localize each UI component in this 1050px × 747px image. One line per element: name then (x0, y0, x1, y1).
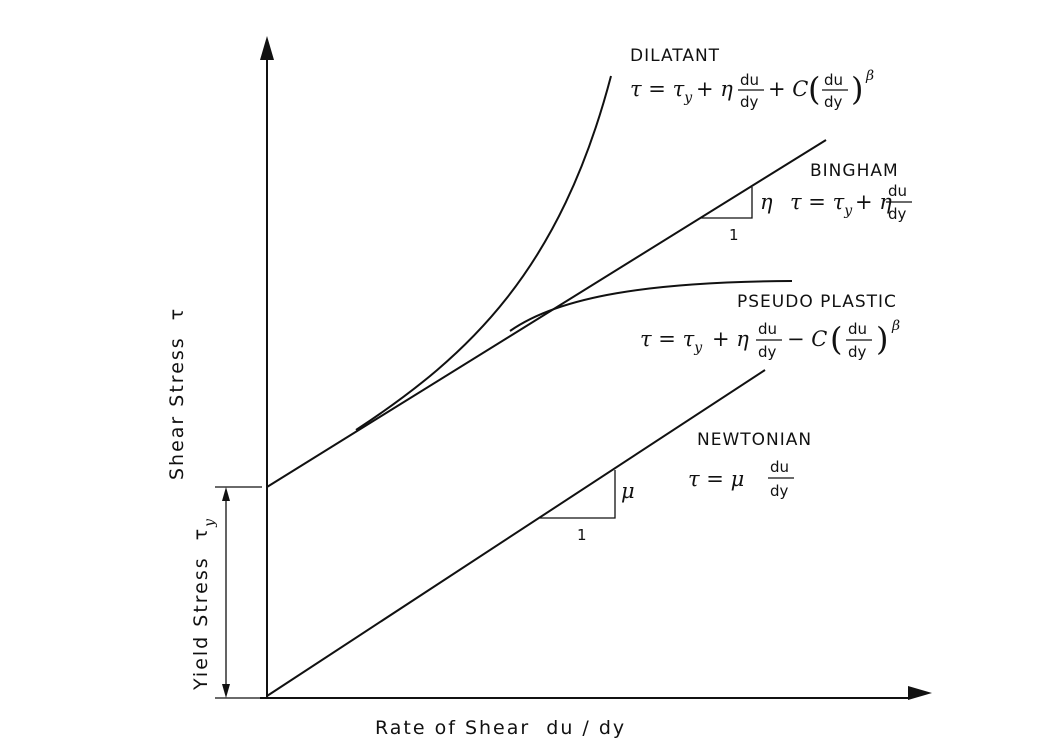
pseudo-plastic-frac2-num: du (848, 320, 867, 338)
pseudo-plastic-eq-a: τ = τy (640, 327, 703, 356)
y-axis-label: Shear Stress τ (166, 307, 188, 480)
pseudo-plastic-frac2-den: dy (848, 343, 867, 361)
bingham-slope-triangle: η 1 (700, 187, 773, 244)
bingham-name: BINGHAM (810, 161, 899, 181)
y-axis (260, 36, 274, 698)
pseudo-plastic-paren-open: ( (830, 320, 842, 358)
bingham-slope-eta: η (760, 190, 773, 214)
bingham-line (266, 139, 827, 488)
pseudo-plastic-eq-c: − C (787, 327, 827, 351)
bingham-eq-a: τ = τy (790, 190, 853, 219)
dilatant-eq-a: τ = τy (630, 77, 693, 106)
pseudo-plastic-frac1-den: dy (758, 343, 777, 361)
newtonian-slope-run: 1 (577, 526, 587, 544)
bingham-frac-num: du (888, 182, 907, 200)
newtonian-slope-mu: μ (621, 479, 635, 503)
dilatant-annotation: DILATANT τ = τy + η du dy + C ( du dy ) … (630, 46, 874, 111)
dilatant-frac2-num: du (824, 71, 843, 89)
pseudo-plastic-paren-close: ) (876, 320, 888, 358)
pseudo-plastic-exp: β (891, 318, 900, 334)
dilatant-curve (355, 75, 612, 431)
newtonian-line (266, 369, 766, 697)
bingham-slope-run: 1 (729, 226, 739, 244)
newtonian-name: NEWTONIAN (697, 430, 812, 450)
yield-stress-dimension (215, 486, 262, 699)
newtonian-annotation: NEWTONIAN τ = μ du dy (688, 430, 812, 500)
dilatant-name: DILATANT (630, 46, 720, 66)
dilatant-frac1-num: du (740, 71, 759, 89)
bingham-frac-den: dy (888, 205, 907, 223)
dilatant-eq-b: + η (696, 77, 733, 101)
newtonian-frac-num: du (770, 458, 789, 476)
dilatant-exp: β (865, 68, 874, 84)
newtonian-frac-den: dy (770, 482, 789, 500)
x-axis-label: Rate of Shear du / dy (375, 717, 626, 739)
pseudo-plastic-eq-b: + η (712, 327, 749, 351)
dilatant-eq-c: + C (768, 77, 808, 101)
x-axis (260, 686, 932, 700)
dilatant-frac2-den: dy (824, 93, 843, 111)
dilatant-paren-close: ) (851, 70, 863, 108)
newtonian-slope-triangle: μ 1 (540, 470, 635, 544)
bingham-annotation: BINGHAM τ = τy + η du dy (790, 161, 912, 223)
pseudo-plastic-annotation: PSEUDO PLASTIC τ = τy + η du dy − C ( du… (640, 292, 900, 361)
newtonian-eq-a: τ = μ (688, 467, 744, 491)
dilatant-frac1-den: dy (740, 93, 759, 111)
yield-stress-label: Yield Stress τy (190, 517, 218, 691)
pseudo-plastic-frac1-num: du (758, 320, 777, 338)
pseudo-plastic-name: PSEUDO PLASTIC (737, 292, 897, 312)
dilatant-paren-open: ( (808, 70, 820, 108)
yield-stress-label-group: Yield Stress τy (190, 517, 218, 691)
pseudo-plastic-curve (509, 280, 793, 332)
